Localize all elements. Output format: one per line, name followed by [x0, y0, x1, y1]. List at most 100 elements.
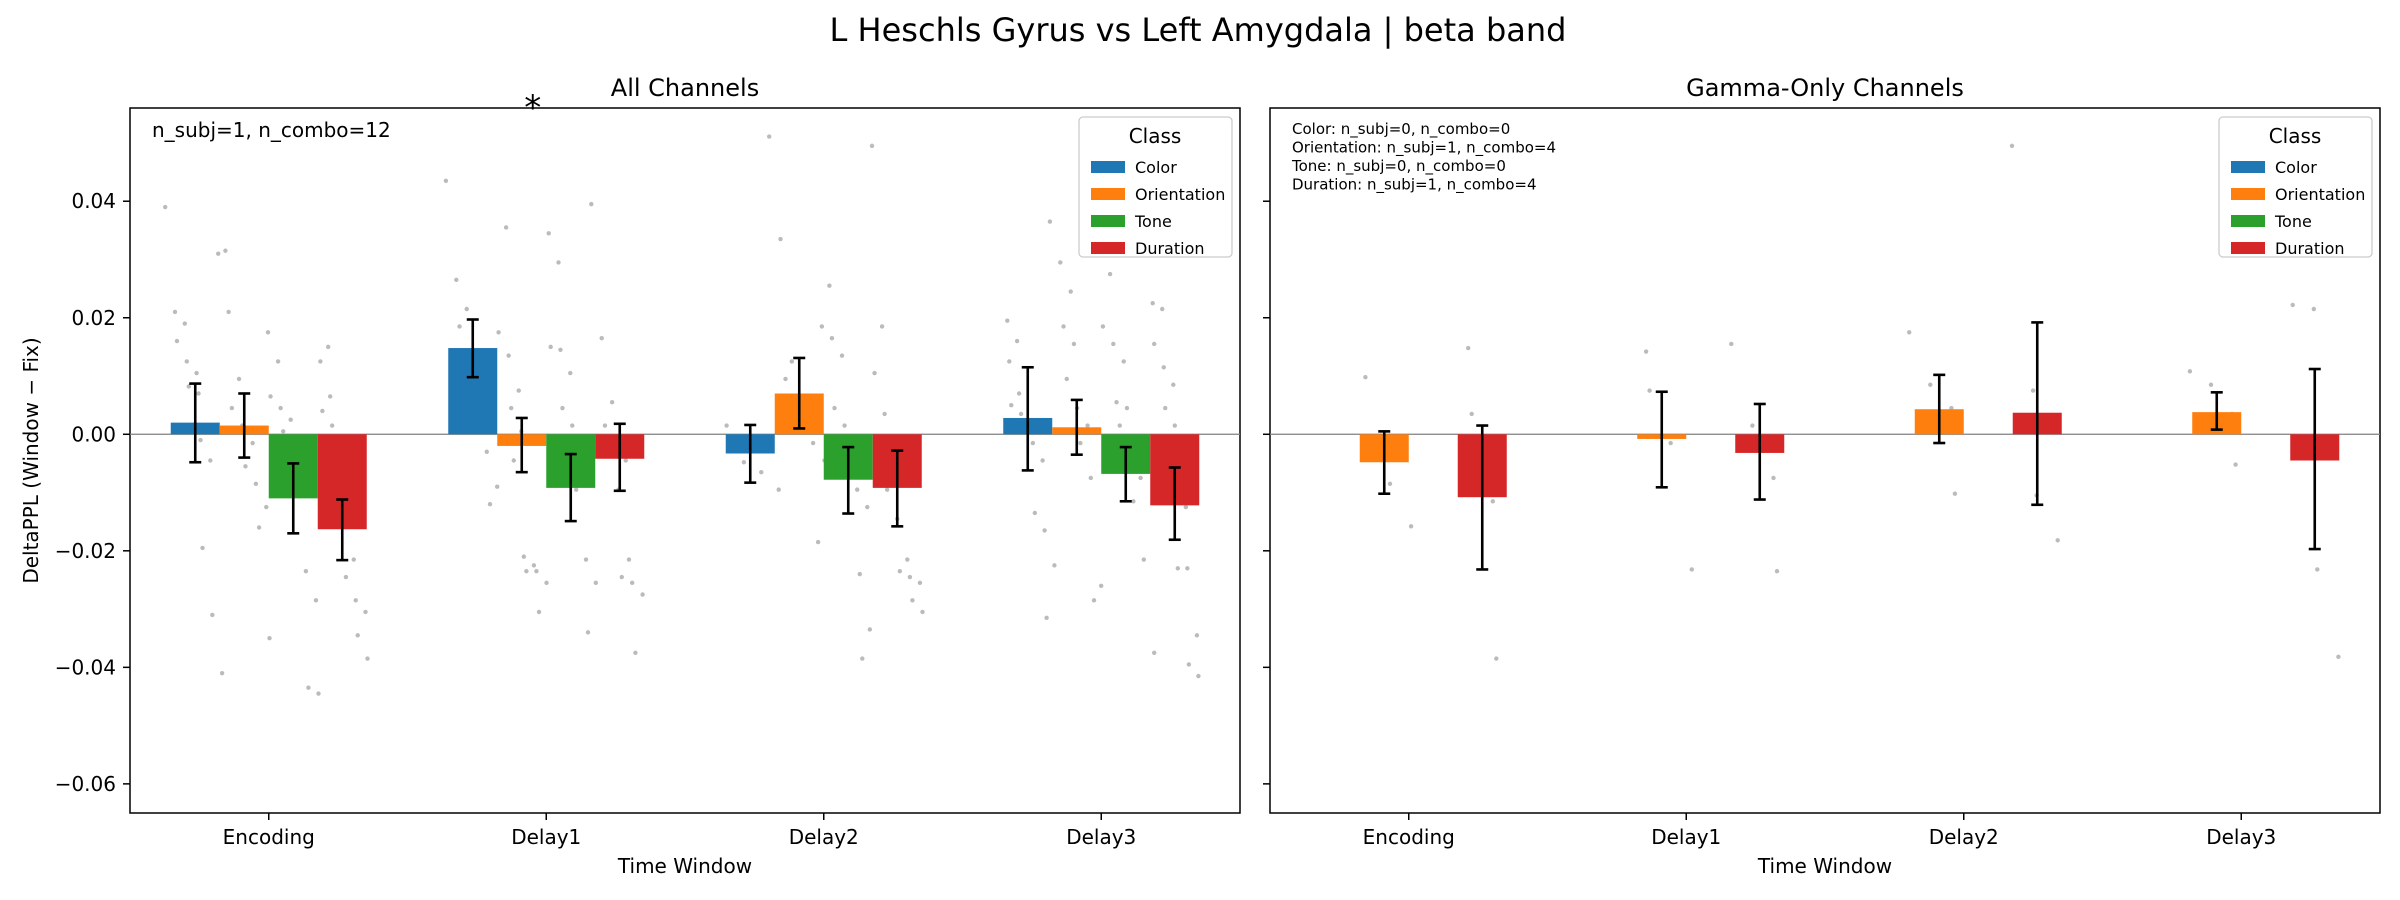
annotation-line: Tone: n_subj=0, n_combo=0: [1291, 157, 1506, 176]
chart-gamma-only-channels: Encoding Delay1 Delay2 Delay3 Gamma-Only Cha…: [1263, 74, 2381, 878]
data-point: [229, 405, 235, 411]
data-point: [741, 460, 747, 465]
data-point: [1042, 528, 1047, 533]
data-point: [640, 592, 645, 597]
data-point: [1750, 423, 1755, 428]
data-point: [1183, 504, 1189, 510]
legend-title: Class: [2269, 124, 2322, 148]
data-point: [897, 569, 902, 574]
data-point: [306, 685, 311, 690]
data-point: [343, 574, 349, 580]
data-point: [1100, 324, 1106, 329]
data-point: [210, 612, 215, 618]
data-point: [917, 580, 923, 586]
data-point: [196, 391, 201, 396]
data-point: [219, 670, 225, 676]
data-point: [1928, 382, 1933, 387]
data-point: [869, 143, 875, 149]
data-point: [2055, 538, 2060, 543]
data-point: [1117, 423, 1122, 428]
data-point: [516, 388, 521, 393]
data-point: [355, 633, 360, 638]
data-point: [839, 353, 845, 358]
data-point: [1907, 330, 1912, 335]
data-point: [1040, 458, 1045, 463]
data-point: [556, 260, 561, 265]
data-point: [1030, 440, 1036, 446]
data-point: [194, 370, 199, 376]
data-point: [320, 408, 325, 414]
data-point: [253, 481, 259, 487]
data-point: [1689, 567, 1695, 572]
data-point: [1018, 411, 1024, 417]
data-point: [318, 359, 323, 364]
data-point: [531, 563, 537, 568]
figure-suptitle: L Heschls Gyrus vs Left Amygdala | beta …: [830, 11, 1567, 49]
data-point: [1047, 219, 1053, 224]
y-axis-label: DeltaPPL (Window − Fix): [19, 337, 43, 583]
data-point: [558, 347, 563, 352]
data-point: [1152, 650, 1157, 655]
data-point: [599, 335, 604, 341]
legend-label: Duration: [2275, 239, 2345, 258]
data-point: [198, 437, 203, 443]
annotation-line: Duration: n_subj=1, n_combo=4: [1292, 176, 1537, 195]
data-point: [288, 417, 293, 422]
data-point: [1494, 656, 1499, 661]
data-point: [574, 487, 579, 492]
legend-swatch: [1091, 188, 1125, 200]
legend-swatch: [2231, 242, 2265, 254]
x-tick-label: Delay1: [1651, 825, 1721, 849]
data-point: [829, 335, 835, 341]
data-point: [819, 324, 825, 329]
data-point: [776, 487, 781, 492]
x-axis-label: Time Window: [1757, 854, 1892, 878]
data-point: [920, 609, 925, 615]
data-point: [464, 306, 469, 312]
data-point: [365, 656, 370, 661]
y-tick-label: −0.04: [55, 655, 116, 679]
data-point: [905, 557, 910, 562]
legend-swatch: [1091, 215, 1125, 227]
legend-label: Duration: [1135, 239, 1205, 258]
data-point: [860, 656, 865, 661]
data-point: [560, 405, 565, 411]
legend-label: Orientation: [1135, 185, 1225, 204]
data-point: [1064, 376, 1069, 382]
data-point: [243, 464, 248, 469]
x-tick-label: Delay2: [1929, 825, 1999, 849]
chart-title: Gamma-Only Channels: [1686, 74, 1964, 102]
data-point: [511, 458, 516, 463]
data-point: [363, 609, 368, 615]
legend-swatch: [1091, 161, 1125, 173]
data-point: [724, 423, 729, 428]
axes-frame: [129, 107, 1241, 814]
data-point: [208, 458, 213, 463]
data-point: [329, 423, 335, 428]
data-point: [1078, 440, 1083, 446]
data-point: [1949, 405, 1954, 411]
data-point: [182, 321, 187, 326]
data-point: [1643, 349, 1649, 354]
data-point: [2009, 143, 2015, 149]
data-point: [1088, 475, 1093, 481]
data-point: [443, 178, 449, 184]
data-point: [268, 394, 273, 399]
data-point: [223, 248, 228, 253]
x-tick-label: Encoding: [1363, 825, 1455, 849]
data-point: [827, 283, 832, 288]
data-point: [278, 405, 283, 411]
data-point: [593, 580, 599, 586]
data-point: [882, 411, 887, 417]
data-point: [609, 400, 615, 405]
data-point: [1138, 475, 1143, 481]
data-point: [789, 359, 794, 364]
data-point: [1061, 324, 1066, 329]
legend-label: Tone: [1134, 212, 1172, 231]
data-point: [2208, 382, 2214, 387]
data-point: [857, 571, 862, 577]
data-point: [496, 330, 501, 335]
data-point: [1005, 318, 1010, 323]
data-point: [1016, 391, 1022, 396]
y-tick-label: −0.06: [55, 772, 116, 796]
